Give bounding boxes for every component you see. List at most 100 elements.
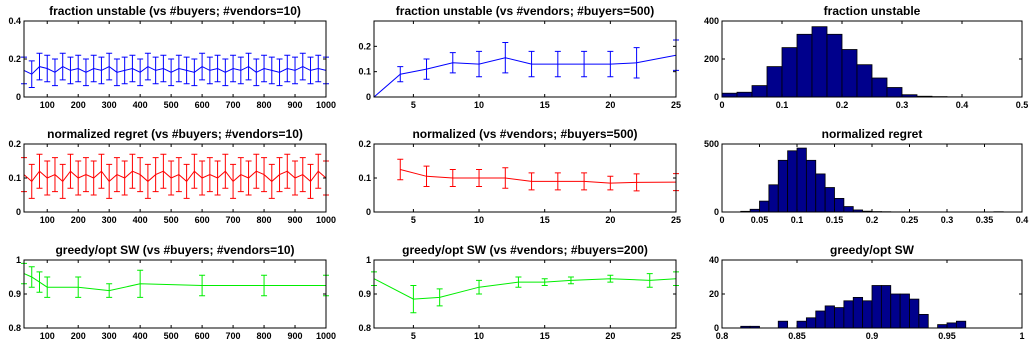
series-line [23,273,326,292]
error-bar [567,276,574,285]
histogram-bar [852,296,864,329]
x-tick-label: 0.25 [901,215,919,225]
error-bar [253,153,260,189]
error-bar [121,160,128,196]
error-bar [82,157,89,193]
x-tick-label: 25 [671,215,681,225]
chart-title: fraction unstable [824,4,921,18]
error-bar [199,52,206,81]
y-tick-label: 0.4 [8,16,21,26]
x-tick-label: 200 [71,331,86,341]
x-tick-label: 15 [540,331,550,341]
x-tick-label: 100 [40,215,55,225]
error-bar [315,153,322,189]
error-bar [528,50,535,78]
x-tick-label: 5 [411,100,416,110]
y-tick-label: 0 [714,323,719,333]
x-tick-label: 0.05 [751,215,769,225]
x-tick-label: 500 [164,100,179,110]
error-bar [129,54,136,83]
y-tick-label: 0 [16,207,21,217]
chart-title: fraction unstable (vs #vendors; #buyers=… [396,4,654,18]
error-bar [554,50,561,78]
error-bar [299,157,306,193]
error-bar [44,54,51,83]
y-tick-label: 0 [714,92,719,102]
histogram-bar [880,285,892,329]
x-tick-label: 300 [102,100,117,110]
error-bar [144,52,151,81]
y-tick-label: 0 [16,92,21,102]
error-bar [476,169,483,187]
error-bar [168,160,175,196]
error-bar [152,56,159,85]
error-bar [82,58,89,87]
error-bar [581,172,588,191]
y-tick-label: 500 [704,139,719,149]
error-bar [307,56,314,85]
x-tick-label: 20 [605,215,615,225]
x-tick-label: 100 [40,331,55,341]
x-tick-label: 15 [540,100,550,110]
chart-panel-6: normalized regret 0 0.05 0.1 0.15 0.2 0.25 0.3 0… [704,127,1028,225]
x-tick-label: 0.2 [866,215,879,225]
error-bar [191,153,198,189]
y-tick-label: 1 [366,255,371,265]
error-bar [502,167,509,189]
chart-panel-7: greedy/opt SW (vs #buyers; #vendors=10) 1… [8,243,336,341]
x-tick-label: 400 [133,331,148,341]
chart-panel-2: fraction unstable (vs #vendors; #buyers=… [358,4,681,110]
x-tick-label: 25 [671,100,681,110]
error-bar [36,271,43,293]
y-tick-label: 20 [709,289,719,299]
error-bar [410,285,417,314]
chart-title: normalized regret [822,127,923,141]
histogram-bar [946,322,957,329]
histogram-bar [736,91,753,98]
error-bar [183,56,190,85]
y-tick-label: 0.1 [358,67,371,77]
x-tick-label: 800 [257,100,272,110]
error-bar [237,157,244,193]
histogram-bar [768,184,779,213]
error-bar [36,52,43,81]
histogram-bar [751,85,768,98]
error-bar [51,157,58,193]
x-tick-label: 600 [195,100,210,110]
x-tick-label: 900 [288,215,303,225]
series-line [373,54,677,98]
error-bar [168,58,175,87]
error-bar [59,163,66,199]
error-bar [137,157,144,193]
axes-frame [373,143,677,213]
error-bar [502,42,509,74]
histogram-bar [824,305,835,329]
histogram-bar [811,26,828,98]
error-bar [121,56,128,85]
error-bar [307,163,314,199]
histogram-bar [796,147,807,213]
x-tick-label: 1000 [316,215,336,225]
series-line [23,66,327,75]
y-tick-label: 0.1 [8,173,21,183]
error-bar [541,278,548,286]
error-bar [261,54,268,83]
x-tick-label: 0.4 [956,100,969,110]
error-bar [268,163,275,199]
histogram-bar [909,298,920,329]
x-tick-label: 10 [474,100,484,110]
x-tick-label: 0.4 [1016,215,1029,225]
histogram-bar [841,49,858,98]
y-tick-label: 0 [714,207,719,217]
x-tick-label: 0.1 [791,215,804,225]
x-tick-label: 10 [474,215,484,225]
error-bar [51,58,58,87]
error-bar [175,157,182,193]
x-tick-label: 0 [719,215,724,225]
error-bar [633,47,640,79]
error-bar [237,56,244,85]
error-bar [423,165,430,187]
histogram-bar [824,187,835,213]
error-bar [476,50,483,78]
